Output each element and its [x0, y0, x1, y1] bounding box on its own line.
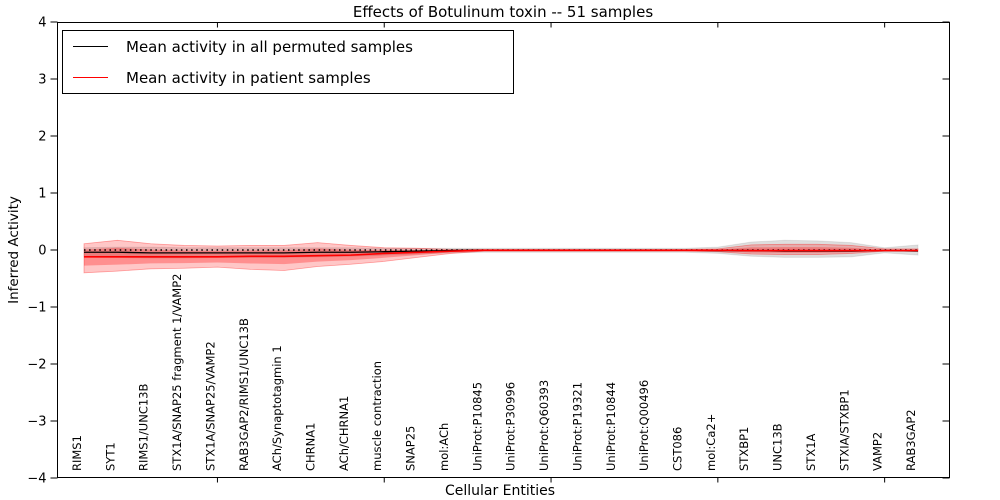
patient-mean-line — [84, 249, 918, 258]
x-tick-label: ACh/Synaptotagmin 1 — [270, 345, 284, 471]
x-tick-label: mol:Ca2+ — [704, 414, 718, 471]
chart-title: Effects of Botulinum toxin -- 51 samples — [352, 3, 654, 21]
y-tick-label: 2 — [38, 130, 46, 145]
x-axis-label: Cellular Entities — [444, 483, 556, 499]
x-tick-label: VAMP2 — [871, 432, 885, 471]
legend-entry-permuted: Mean activity in all permuted samples — [63, 31, 513, 62]
y-tick-label: 4 — [38, 16, 46, 31]
x-tick-label: SYT1 — [103, 442, 117, 471]
y-tick-label: 3 — [38, 73, 46, 88]
y-tick-label: 0 — [38, 244, 46, 259]
y-tick-label: −3 — [27, 415, 46, 430]
x-tick-label: RAB3GAP2/RIMS1/UNC13B — [237, 318, 251, 471]
x-tick-label: UniProt:Q00496 — [637, 380, 651, 471]
legend-box: Mean activity in all permuted samples Me… — [62, 30, 514, 94]
x-tick-label: UniProt:P10845 — [470, 382, 484, 471]
patient-band-inner — [84, 247, 918, 266]
x-tick-label: CST086 — [670, 427, 684, 471]
y-tick-label: −1 — [27, 301, 46, 316]
permuted-line-sample — [73, 46, 108, 47]
x-tick-label: UNC13B — [771, 423, 785, 471]
permuted-band — [83, 239, 919, 259]
x-tick-label: STX1A/SNAP25/VAMP2 — [203, 341, 217, 471]
x-tick-label: muscle contraction — [370, 361, 384, 471]
y-tick-label: −2 — [27, 358, 46, 373]
x-tick-label: ACh/CHRNA1 — [337, 396, 351, 471]
x-tick-label: CHRNA1 — [304, 423, 318, 471]
legend-label-patient: Mean activity in patient samples — [126, 68, 371, 87]
y-axis-label: Inferred Activity — [6, 196, 22, 304]
legend-entry-patient: Mean activity in patient samples — [63, 62, 513, 93]
x-tick-label: UniProt:P19321 — [570, 382, 584, 471]
legend-label-permuted: Mean activity in all permuted samples — [126, 37, 413, 56]
x-tick-label: STXBP1 — [737, 427, 751, 471]
x-tick-label: UniProt:Q60393 — [537, 380, 551, 471]
x-tick-label: STX1A — [804, 433, 818, 471]
x-tick-label: RIMS1 — [70, 435, 84, 471]
x-tick-label: STXIA/STXBP1 — [837, 389, 851, 471]
x-tick-label: RIMS1/UNC13B — [137, 384, 151, 471]
y-tick-label: −4 — [27, 472, 46, 487]
y-tick-label: 1 — [38, 187, 46, 202]
x-tick-label: STX1A/SNAP25 fragment 1/VAMP2 — [170, 274, 184, 471]
patient-line-sample — [73, 77, 108, 78]
x-tick-label: SNAP25 — [404, 426, 418, 471]
x-tick-label: mol:ACh — [437, 423, 451, 471]
x-tick-label: UniProt:P30996 — [504, 382, 518, 471]
x-tick-label: RAB3GAP2 — [904, 409, 918, 471]
x-tick-label: UniProt:P10844 — [604, 382, 618, 471]
